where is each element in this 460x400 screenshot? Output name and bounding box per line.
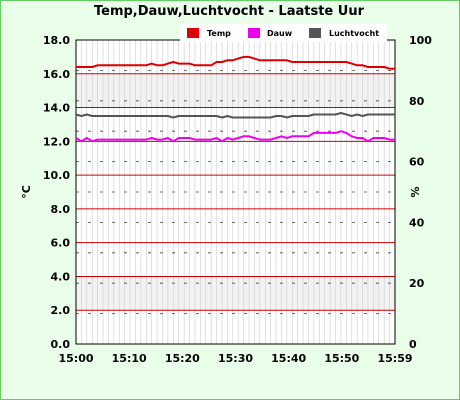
grid: [75, 39, 396, 345]
left-tick-label: 16.0: [43, 68, 70, 81]
x-tick-label: 15:40: [271, 352, 306, 365]
legend-label-luchtvocht: Luchtvocht: [329, 29, 379, 38]
series-lines: [75, 55, 395, 143]
left-axis-ticks: 0.0 2.0 4.0 6.0 8.0 10.0 12.0 14.0 16.0 18.0: [43, 34, 70, 351]
plot-band-0: [76, 73, 395, 108]
left-tick-label: 6.0: [51, 237, 71, 250]
right-tick-label: 0: [409, 338, 417, 351]
left-tick-label: 2.0: [51, 304, 71, 317]
x-tick-label: 15:30: [218, 352, 253, 365]
left-tick-label: 14.0: [43, 102, 70, 115]
legend-label-dauw: Dauw: [267, 29, 293, 38]
left-tick-label: 18.0: [43, 34, 70, 47]
x-tick-label: 15:50: [324, 352, 359, 365]
legend-swatch-luchtvocht: [309, 28, 321, 38]
x-tick-label: 15:00: [58, 352, 93, 365]
legend-swatch-temp: [187, 28, 199, 38]
left-tick-label: 12.0: [43, 135, 70, 148]
x-tick-label: 15:10: [112, 352, 147, 365]
right-tick-label: 40: [409, 216, 425, 229]
y-axis-label-right: %: [409, 186, 422, 197]
right-tick-label: 60: [409, 156, 425, 169]
legend-label-temp: Temp: [207, 29, 231, 38]
left-tick-label: 0.0: [51, 338, 71, 351]
y-axis-label-left: °C: [20, 185, 33, 199]
x-tick-label: 15:20: [165, 352, 200, 365]
x-axis-ticks: 15:00 15:10 15:20 15:30 15:40 15:50 15:59: [58, 352, 412, 365]
right-tick-label: 100: [409, 34, 432, 47]
right-tick-label: 80: [409, 95, 425, 108]
legend: Temp Dauw Luchtvocht: [180, 24, 387, 42]
left-tick-label: 10.0: [43, 169, 70, 182]
x-tick-label: 15:59: [377, 352, 412, 365]
left-tick-label: 4.0: [51, 270, 71, 283]
chart-title: Temp,Dauw,Luchtvocht - Laatste Uur: [94, 4, 365, 19]
left-tick-label: 8.0: [51, 203, 71, 216]
series-line-temp: [76, 55, 395, 70]
plot-background: [76, 40, 395, 344]
right-tick-label: 20: [409, 277, 425, 290]
series-line-luchtvocht: [75, 112, 395, 119]
series-line-dauw: [75, 130, 395, 143]
plot-band-1: [76, 276, 395, 311]
legend-swatch-dauw: [248, 28, 260, 38]
right-axis-ticks: 0 20 40 60 80 100: [409, 34, 432, 351]
legend-box: [180, 24, 387, 42]
